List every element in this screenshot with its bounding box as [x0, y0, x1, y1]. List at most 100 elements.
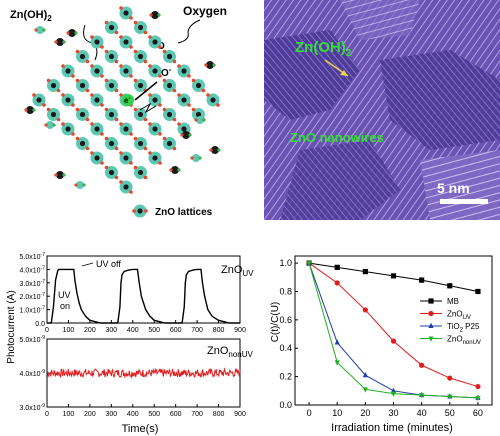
- oxygen-atom: [104, 136, 109, 141]
- lattice-atom: [65, 68, 71, 74]
- x-tick-label: 700: [191, 411, 203, 418]
- photocurrent-uv-chart: 0 100 200 300 400 500 600 700 800 900 0.0 1.0x10-7 2…: [20, 252, 246, 334]
- y-tick-label: 1.0: [279, 258, 292, 268]
- oxygen-atom: [114, 88, 119, 93]
- oxygen-atom: [133, 20, 138, 25]
- x-tick-label: 400: [127, 327, 139, 334]
- oxygen-atom: [172, 88, 177, 93]
- free-molecule: [192, 154, 200, 162]
- lattice-atom: [36, 97, 42, 103]
- data-point: [419, 393, 425, 399]
- data-point: [428, 298, 434, 304]
- y-tick-label: 4.0x10-7: [20, 265, 46, 274]
- free-molecule: [56, 171, 64, 179]
- lattice-atom: [94, 126, 100, 132]
- crystal-grain: [340, 0, 420, 40]
- zinc-atom: [32, 108, 36, 112]
- oxygen-atom: [119, 93, 123, 97]
- free-molecule: [151, 11, 159, 19]
- data-point: [334, 280, 340, 286]
- zinc-atom: [62, 40, 66, 44]
- x-tick-label: 500: [148, 411, 160, 418]
- y-tick-label: 3.0x10-7: [20, 279, 46, 288]
- oxygen-atom: [114, 175, 119, 180]
- irradiation-axis-label: Irradiation time (minutes): [331, 422, 453, 434]
- data-point: [390, 338, 397, 344]
- zno-lattices-legend-label: ZnO lattices: [155, 207, 213, 218]
- data-point: [428, 322, 434, 328]
- x-tick-label: 500: [148, 327, 160, 334]
- data-point: [334, 360, 340, 366]
- oxygen-atom: [104, 20, 109, 25]
- oxygen-atom: [24, 108, 28, 112]
- zinc-atom: [74, 31, 78, 35]
- scale-bar: [440, 199, 488, 204]
- data-point: [362, 372, 368, 378]
- oxygen-atom: [90, 151, 94, 155]
- zn-oh2-label: Zn(OH)2: [10, 9, 52, 23]
- oxygen-atom: [114, 30, 119, 35]
- oxygen-atom: [90, 35, 94, 39]
- lattice-atom: [79, 53, 86, 60]
- lattice-atom: [166, 53, 173, 60]
- oxygen-atom: [148, 64, 152, 68]
- lattice-atom: [137, 24, 144, 31]
- lattice-atom: [123, 10, 129, 16]
- free-molecule: [206, 61, 214, 69]
- x-tick-label: 900: [234, 327, 246, 334]
- oxygen-atom: [71, 103, 75, 107]
- x-tick-label: 40: [417, 408, 427, 418]
- oxygen-atom: [172, 117, 177, 122]
- oxygen-atom: [206, 93, 210, 97]
- lattice-atom: [123, 155, 129, 161]
- lattice-atom: [137, 53, 144, 60]
- x-tick-label: 30: [388, 408, 398, 418]
- oxygen-atom: [162, 136, 167, 141]
- oxygen-atom: [74, 183, 78, 187]
- oxygen-atom: [194, 118, 198, 122]
- lattice-atom: [50, 111, 57, 118]
- data-point: [428, 310, 434, 317]
- lattice-grid: [32, 6, 220, 194]
- free-molecule: [56, 38, 64, 46]
- lattice-atom: [65, 97, 71, 103]
- oxygen-atom: [216, 103, 220, 107]
- oxygen-atom: [162, 107, 167, 112]
- oxygen-atom: [149, 13, 153, 17]
- lattice-atom: [94, 155, 100, 161]
- oxygen-atom: [180, 133, 184, 137]
- x-tick-label: 300: [105, 327, 117, 334]
- photocurrent-axis-label: Photocurrent (A): [6, 290, 17, 363]
- free-molecule: [182, 131, 190, 139]
- oxygen-atom: [54, 40, 58, 44]
- y-tick-label: 0.0: [279, 400, 292, 410]
- data-point: [362, 307, 368, 313]
- oxygen-atom: [46, 78, 51, 83]
- oxygen-atom: [56, 117, 61, 122]
- oxygen-atom: [85, 146, 90, 151]
- zinc-atom: [82, 183, 86, 187]
- zinc-atom: [212, 63, 216, 67]
- data-point: [447, 394, 453, 400]
- oxygen-atom: [119, 64, 123, 68]
- data-point: [334, 339, 340, 345]
- zinc-atom: [217, 148, 221, 152]
- time-axis-label: Time(s): [122, 423, 159, 435]
- oxygen-atom: [32, 93, 36, 97]
- y-tick-label: 0.0: [35, 321, 45, 328]
- x-tick-label: 400: [127, 411, 139, 418]
- y-tick-label: 0.2: [279, 372, 292, 382]
- lattice-atom: [181, 126, 187, 132]
- electron-label: e-: [124, 96, 130, 105]
- legend-label: MB: [447, 297, 459, 306]
- lattice-atom: [137, 140, 144, 147]
- lattice-atom: [210, 97, 216, 103]
- crystal-grain: [280, 140, 400, 220]
- oxygen-atom: [133, 49, 138, 54]
- lattice-atom: [123, 126, 129, 132]
- legend-oxygen: [132, 209, 136, 213]
- oxygen-atom: [104, 165, 109, 170]
- x-tick-label: 10: [332, 408, 342, 418]
- oxygen-atom: [34, 28, 38, 32]
